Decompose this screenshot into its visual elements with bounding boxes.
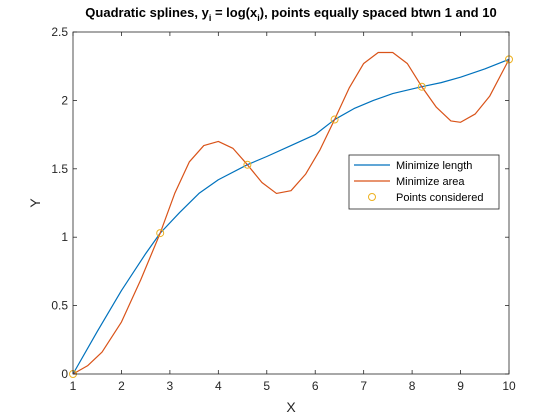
- axes-layer: [72, 31, 510, 375]
- y-tick-label: 2: [61, 93, 68, 107]
- legend: Minimize length Minimize area Points con…: [348, 154, 500, 210]
- series-line-minimize-area: [72, 51, 510, 375]
- y-tick-label: 0: [61, 367, 68, 381]
- title-subscript-2: i: [257, 13, 260, 23]
- axes-box: [72, 31, 510, 375]
- legend-label-points-considered: Points considered: [396, 192, 483, 204]
- y-tick-label: 1: [61, 230, 68, 244]
- data-point-points-considered: [243, 160, 252, 169]
- chart-title: Quadratic splines, yi = log(xi), points …: [85, 5, 496, 23]
- y-tick-label: 0.5: [51, 299, 68, 313]
- x-tick-label: 2: [118, 379, 125, 393]
- title-subscript-1: i: [209, 13, 212, 23]
- x-tick-label: 3: [167, 379, 174, 393]
- x-tick-label: 6: [312, 379, 319, 393]
- x-tick-label: 10: [502, 379, 516, 393]
- ticks-layer: 1 2 3 4 5 6 7 8 9 10 0 0.5 1 1.5 2 2.5: [51, 25, 516, 393]
- series-line-minimize-length: [72, 58, 510, 375]
- x-tick-label: 7: [360, 379, 367, 393]
- x-tick-label: 4: [215, 379, 222, 393]
- y-axis-label: Y: [27, 198, 43, 208]
- y-tick-label: 2.5: [51, 25, 68, 39]
- legend-label-minimize-area: Minimize area: [396, 176, 465, 188]
- data-point-points-considered: [330, 115, 339, 124]
- x-tick-label: 5: [263, 379, 270, 393]
- x-tick-label: 1: [70, 379, 77, 393]
- y-tick-label: 1.5: [51, 162, 68, 176]
- x-tick-label: 9: [457, 379, 464, 393]
- data-point-points-considered: [156, 229, 165, 238]
- series-layer: [69, 51, 513, 378]
- legend-marker-points-considered: [368, 193, 376, 201]
- x-axis-label: X: [286, 399, 296, 415]
- data-point-points-considered: [417, 82, 426, 91]
- x-tick-label: 8: [409, 379, 416, 393]
- legend-label-minimize-length: Minimize length: [396, 160, 472, 172]
